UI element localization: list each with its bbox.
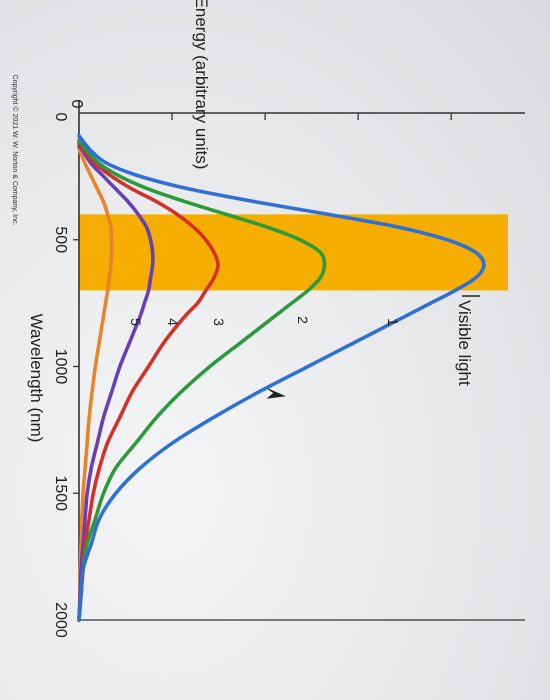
x-axis-label: Wavelength (nm) bbox=[27, 314, 46, 443]
x-tick-label: 1500 bbox=[52, 475, 69, 511]
visible-light-label: Visible light bbox=[455, 300, 474, 386]
cursor-arrow-icon bbox=[266, 388, 286, 399]
series-number-label: 2 bbox=[295, 316, 311, 324]
x-tick-label: 2000 bbox=[52, 602, 69, 638]
series-number-label: 4 bbox=[165, 318, 181, 326]
series-number-label: 1 bbox=[385, 318, 401, 326]
x-tick-label: 500 bbox=[52, 226, 69, 253]
series-line-1 bbox=[77, 134, 486, 622]
series-line-5 bbox=[77, 146, 114, 622]
plot-area: 0 500 1000 1500 2000 0 1 2 3 4 5 bbox=[52, 100, 525, 638]
visible-light-band bbox=[79, 214, 508, 291]
series-line-4 bbox=[77, 144, 155, 622]
y-axis-label: Energy (arbitrary units) bbox=[192, 0, 211, 169]
x-tick-label: 0 bbox=[52, 113, 69, 122]
series-number-label: 3 bbox=[211, 318, 227, 326]
series-line-2 bbox=[77, 139, 327, 622]
series-line-3 bbox=[77, 141, 220, 622]
series-number-label: 5 bbox=[128, 318, 144, 326]
y-tick-label: 0 bbox=[68, 100, 85, 109]
x-tick-label: 1000 bbox=[52, 349, 69, 385]
copyright-notice: Copyright © 2021 W. W. Norton & Company,… bbox=[11, 75, 19, 226]
